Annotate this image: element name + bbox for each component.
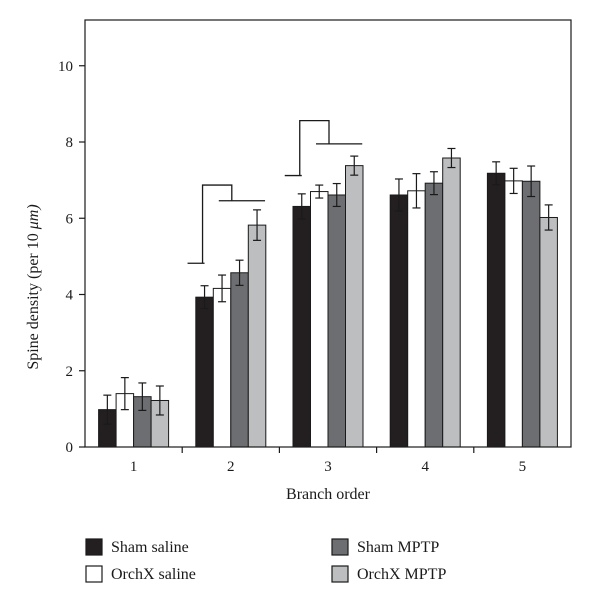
bar-sham-saline-4 — [389, 194, 409, 448]
y-tick-label: 6 — [66, 211, 74, 227]
legend-label: Sham MPTP — [357, 539, 439, 556]
legend-label: Sham saline — [111, 539, 189, 556]
bar-sham-mptp-5 — [521, 180, 541, 448]
y-tick-label: 4 — [66, 288, 74, 304]
x-tick-label: 5 — [519, 459, 527, 475]
legend-item-orchx-saline: OrchX saline — [85, 565, 196, 583]
x-axis-title: Branch order — [286, 486, 371, 503]
bracket-connector — [201, 184, 233, 264]
y-tick-label: 10 — [58, 59, 73, 75]
legend-swatch — [331, 538, 349, 556]
bar-orchx-mptp-5 — [539, 216, 558, 448]
significance-brackets — [187, 120, 363, 264]
legend-swatch — [85, 565, 103, 583]
bar-orchx-saline-5 — [504, 180, 523, 448]
legend-item-sham-saline: Sham saline — [85, 538, 189, 556]
bar-sham-mptp-2 — [230, 272, 249, 448]
bar-orchx-saline-2 — [212, 287, 232, 448]
bar-sham-saline-3 — [292, 205, 311, 448]
y-tick-label: 2 — [66, 364, 74, 380]
plot-frame — [84, 19, 572, 448]
bar-orchx-mptp-3 — [345, 165, 364, 448]
legend-swatch — [331, 565, 349, 583]
x-tick-label: 1 — [130, 459, 138, 475]
bar-sham-mptp-3 — [327, 194, 346, 448]
bar-orchx-saline-3 — [310, 191, 329, 448]
bar-orchx-saline-4 — [407, 190, 426, 448]
bar-sham-saline-5 — [486, 172, 506, 448]
bar-orchx-mptp-4 — [442, 157, 461, 448]
y-axis-title: Spine density (per 10 μm) — [25, 204, 42, 369]
significance-bracket-3 — [284, 120, 363, 177]
x-tick-label: 2 — [227, 459, 235, 475]
legend-item-sham-mptp: Sham MPTP — [331, 538, 439, 556]
x-tick-label: 3 — [324, 459, 332, 475]
legend-label: OrchX saline — [111, 566, 196, 583]
legend: Sham saline Sham MPTP OrchX saline OrchX MP… — [85, 538, 446, 583]
bracket-connector — [299, 120, 330, 176]
plot-area — [98, 147, 558, 448]
legend-swatch — [85, 538, 103, 556]
bar-orchx-mptp-2 — [247, 224, 267, 448]
bar-sham-saline-2 — [195, 296, 214, 448]
y-tick-label: 8 — [66, 135, 74, 151]
bar-sham-mptp-4 — [424, 182, 444, 448]
y-tick-label: 0 — [66, 440, 74, 456]
legend-label: OrchX MPTP — [357, 566, 446, 583]
x-tick-label: 4 — [421, 459, 429, 475]
significance-bracket-2 — [187, 184, 266, 264]
legend-item-orchx-mptp: OrchX MPTP — [331, 565, 446, 583]
